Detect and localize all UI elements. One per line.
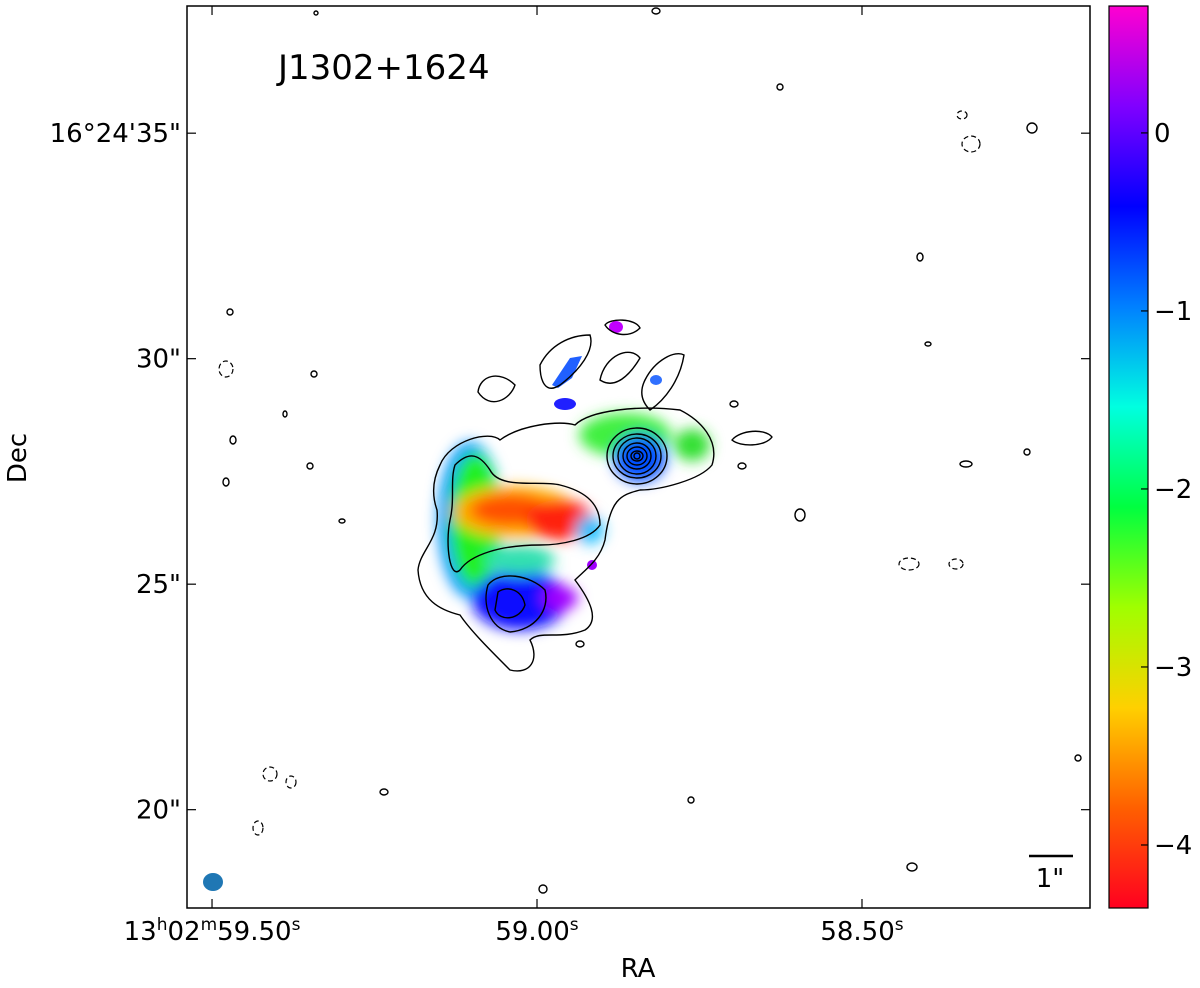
plot-frame — [186, 5, 1091, 909]
scale-bar-label: 1" — [1036, 864, 1065, 894]
colorbar-tick-label: −4 — [1154, 831, 1192, 861]
colorbar-tick-label: −3 — [1154, 653, 1192, 683]
beam — [203, 873, 223, 891]
core-contours — [606, 427, 668, 485]
x-tick-label: 13h02m59.50s — [124, 915, 301, 947]
y-tick-label: 20" — [136, 796, 181, 826]
y-axis-label: Dec — [3, 433, 33, 483]
colorbar-frame — [1108, 5, 1149, 909]
colorbar-tick-label: −1 — [1154, 297, 1192, 327]
colorbar-tick-label: −2 — [1154, 475, 1192, 505]
spectral-index-map — [218, 7, 1082, 894]
negative-contours — [218, 110, 981, 836]
y-tick-label: 25" — [136, 570, 181, 600]
x-tick-label: 59.00s — [495, 915, 578, 947]
y-tick-label: 16°24'35" — [50, 119, 181, 149]
chart-title: J1302+1624 — [276, 48, 490, 88]
noise-contours — [222, 7, 1082, 894]
x-axis-label: RA — [621, 954, 656, 984]
x-tick-label: 58.50s — [820, 915, 903, 947]
colorbar — [1109, 6, 1148, 908]
y-tick-label: 30" — [136, 345, 181, 375]
colorbar-tick-label: 0 — [1154, 119, 1171, 149]
